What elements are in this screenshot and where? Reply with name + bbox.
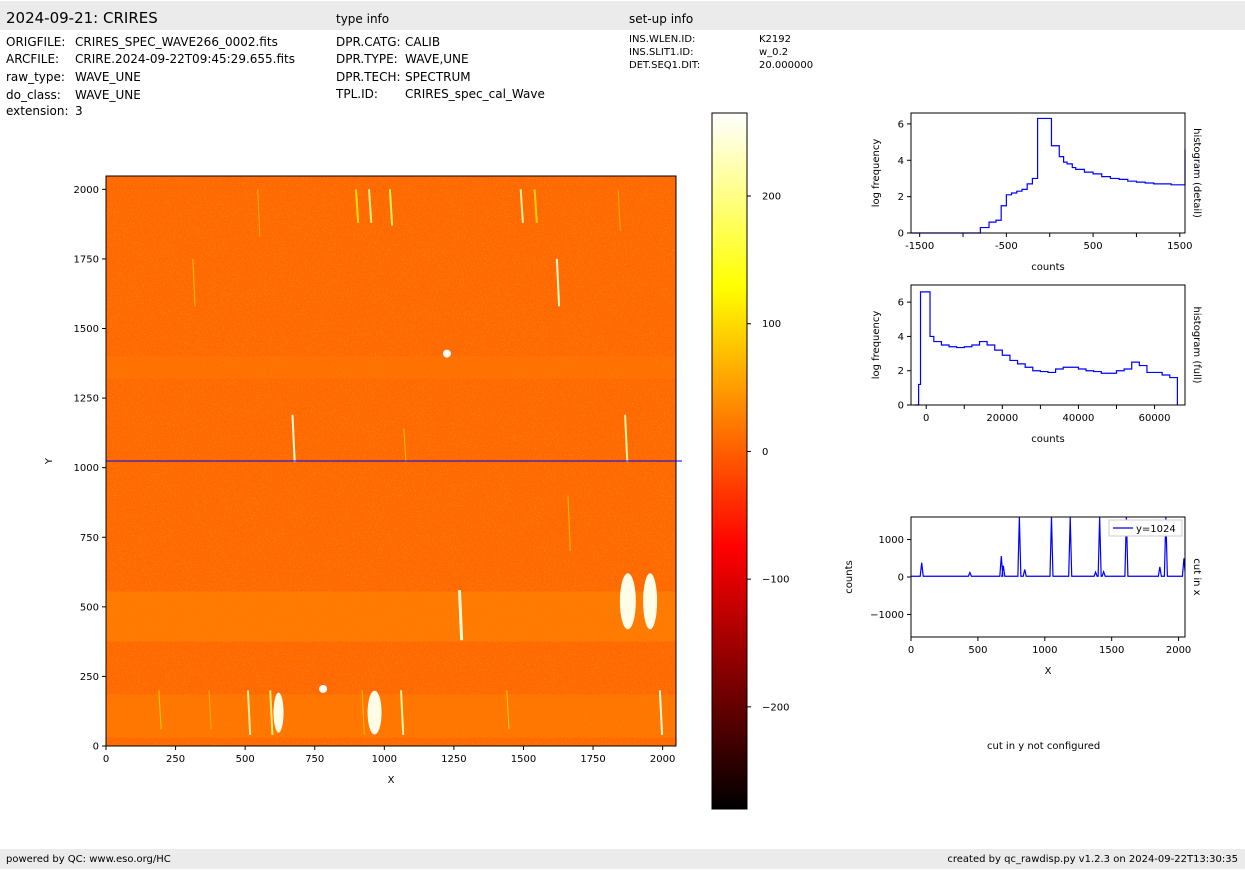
spectral-line [368,189,373,223]
x-tick-label: 1500 [511,754,536,765]
dpr-type-value: WAVE,UNE [405,52,469,66]
footer-band [0,849,1245,869]
y-tick-label: 1000 [74,463,99,474]
origfile-key: ORIGFILE: [6,35,66,49]
do-class-key: do_class: [6,88,61,102]
dpr-tech-value: SPECTRUM [405,70,471,84]
x-tick-label: 1000 [372,754,397,765]
x-tick-label: 0 [103,754,109,765]
hot-pixel-cluster [319,684,328,693]
origfile-value: CRIRES_SPEC_WAVE266_0002.fits [75,35,278,49]
bright-blob [367,690,382,735]
y-tick-label: 0 [93,742,99,753]
y-tick-label: 2000 [74,185,99,196]
spectral-line [388,189,394,226]
colorbar [711,112,748,810]
arcfile-key: ARCFILE: [6,52,60,66]
y-tick-label: 1500 [74,324,99,335]
do-class-value: WAVE_UNE [75,88,141,102]
x-tick-label: 250 [166,754,185,765]
colorbar-tick-label: 100 [762,319,781,330]
y-axis-label: Y [44,457,55,465]
extension-key: extension: [6,104,69,118]
slit-id-key: INS.SLIT1.ID: [629,47,694,58]
spectral-line [208,690,212,730]
arcfile-value: CRIRE.2024-09-22T09:45:29.655.fits [75,52,296,66]
y-tick-label: 750 [80,533,99,544]
footer-right: created by qc_rawdisp.py v1.2.3 on 2024-… [947,854,1238,865]
image-band [106,591,676,642]
wlen-id-key: INS.WLEN.ID: [629,34,696,45]
y-tick-label: 250 [80,672,99,683]
x-axis-label: X [388,775,395,786]
cut-in-y-note: cut in y not configured [987,741,1101,752]
x-tick-label: 1250 [441,754,466,765]
spectral-line [617,189,621,232]
extension-value: 3 [75,104,83,118]
spectral-line [555,258,561,307]
y-tick-label: 1750 [74,254,99,265]
spectral-line [158,690,162,730]
spectral-line [269,690,274,735]
page-title: 2024-09-21: CRIRES [6,9,158,27]
y-tick-label: 500 [80,602,99,613]
hot-pixel-cluster [442,349,451,358]
spectral-line [519,189,524,223]
colorbar-tick-label: 200 [762,192,781,203]
colorbar-tick-label: −100 [762,575,789,586]
spectral-line [624,414,629,463]
wlen-id-value: K2192 [759,34,792,45]
bright-blob [643,573,658,630]
dpr-catg-value: CALIB [405,35,441,49]
dit-key: DET.SEQ1.DIT: [629,60,701,71]
dpr-type-key: DPR.TYPE: [336,52,398,66]
slit-id-value: w_0.2 [759,47,789,58]
spectral-line [257,189,261,237]
dpr-tech-key: DPR.TECH: [336,70,401,84]
header-band [0,1,1245,30]
spectral-line [192,258,196,307]
setup-info-heading: set-up info [629,12,694,26]
x-tick-label: 750 [305,754,324,765]
raw-type-key: raw_type: [6,70,65,84]
bright-blob [273,692,284,733]
type-info-heading: type info [336,12,390,26]
spectral-line [246,690,252,735]
dpr-catg-key: DPR.CATG: [336,35,401,49]
x-tick-label: 1750 [580,754,605,765]
footer-left: powered by QC: www.eso.org/HC [6,854,171,865]
tpl-id-value: CRIRES_spec_cal_Wave [405,87,545,101]
image-band [106,694,676,738]
dit-value: 20.000000 [759,60,814,71]
bright-blob [619,573,636,630]
spectral-line [533,189,538,223]
tpl-id-key: TPL.ID: [336,87,378,101]
spectral-line [457,590,464,641]
image-band [106,356,676,379]
x-tick-label: 2000 [650,754,675,765]
spectral-line [400,690,405,735]
colorbar-tick-label: 0 [762,447,768,458]
raw-type-value: WAVE_UNE [75,70,141,84]
spectral-line [403,428,407,463]
spectral-line [291,414,296,463]
colorbar-tick-label: −200 [762,702,789,713]
spectral-line [658,690,664,735]
x-tick-label: 500 [236,754,255,765]
spectral-line [354,189,360,223]
spectral-line [506,690,510,730]
y-tick-label: 1250 [74,394,99,405]
spectral-line [567,495,571,552]
spectral-line [361,690,365,735]
